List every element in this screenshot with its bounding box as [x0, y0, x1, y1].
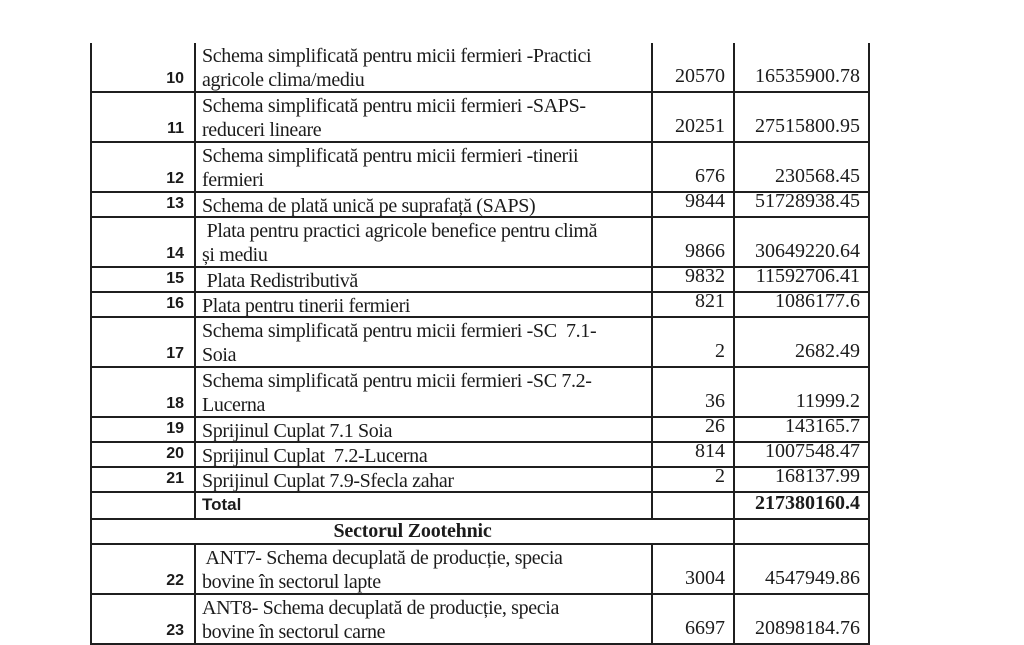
section-header-cell: Sectorul Zootehnic	[92, 520, 735, 543]
amount-cell: 30649220.64	[755, 240, 860, 262]
table-row-22: 22 ANT7- Schema decuplată de producție, …	[92, 545, 868, 595]
scheme-name-cell: Plata pentru tinerii fermieri	[196, 293, 653, 316]
count-cell: 20570	[653, 43, 735, 91]
scheme-name-cell: ANT8- Schema decuplată de producție, spe…	[196, 595, 653, 643]
scheme-name-cell: Schema de plată unică pe suprafață (SAPS…	[196, 193, 653, 216]
table-row-section-header: Sectorul Zootehnic	[92, 520, 868, 545]
row-number-cell: 21	[92, 468, 196, 491]
amount-cell: 143165.7	[785, 418, 860, 437]
scheme-name-cell: Schema simplificată pentru micii fermier…	[196, 368, 653, 416]
table-row-20: 20 Sprijinul Cuplat 7.2-Lucerna 814 1007…	[92, 443, 868, 468]
amount-cell: 20898184.76	[755, 617, 860, 639]
amount-cell: 16535900.78	[755, 65, 860, 87]
scheme-name-cell: Sprijinul Cuplat 7.2-Lucerna	[196, 443, 653, 466]
row-number-cell: 11	[92, 93, 196, 141]
row-number-cell: 10	[92, 43, 196, 91]
table-row-13: 13 Schema de plată unică pe suprafață (S…	[92, 193, 868, 218]
row-number-cell: 23	[92, 595, 196, 643]
row-number-cell: 22	[92, 545, 196, 593]
scheme-name-cell: Schema simplificată pentru micii fermier…	[196, 318, 653, 366]
table-row-17: 17 Schema simplificată pentru micii ferm…	[92, 318, 868, 368]
scheme-name-cell: Sprijinul Cuplat 7.9-Sfecla zahar	[196, 468, 653, 491]
table-row-18: 18 Schema simplificată pentru micii ferm…	[92, 368, 868, 418]
table-row-21: 21 Sprijinul Cuplat 7.9-Sfecla zahar 2 1…	[92, 468, 868, 493]
row-number-cell: 20	[92, 443, 196, 466]
table-row-10: 10 Schema simplificată pentru micii ferm…	[92, 43, 868, 93]
count-cell: 9844	[653, 193, 735, 216]
table-row-12: 12 Schema simplificată pentru micii ferm…	[92, 143, 868, 193]
amount-cell: 27515800.95	[755, 115, 860, 137]
count-cell: 2	[653, 468, 735, 491]
total-label-cell: Total	[196, 493, 653, 518]
row-number-cell: 18	[92, 368, 196, 416]
table-row-14: 14 Plata pentru practici agricole benefi…	[92, 218, 868, 268]
count-cell	[653, 493, 735, 518]
count-cell: 676	[653, 143, 735, 191]
scheme-name-cell: Plata pentru practici agricole benefice …	[196, 218, 653, 266]
total-amount-cell: 217380160.4	[755, 493, 860, 514]
amount-cell: 4547949.86	[765, 567, 860, 589]
table-row-23: 23 ANT8- Schema decuplată de producție, …	[92, 595, 868, 645]
amount-cell: 230568.45	[775, 165, 860, 187]
row-number-cell: 13	[92, 193, 196, 216]
scheme-name-cell: Schema simplificată pentru micii fermier…	[196, 93, 653, 141]
row-number-cell: 17	[92, 318, 196, 366]
amount-cell: 1007548.47	[765, 443, 860, 462]
count-cell: 26	[653, 418, 735, 441]
scheme-name-cell: Sprijinul Cuplat 7.1 Soia	[196, 418, 653, 441]
scheme-name-cell: Schema simplificată pentru micii fermier…	[196, 143, 653, 191]
count-cell: 20251	[653, 93, 735, 141]
row-number-cell: 19	[92, 418, 196, 441]
amount-cell: 1086177.6	[775, 293, 860, 312]
row-number-cell	[92, 493, 196, 518]
table-row-11: 11 Schema simplificată pentru micii ferm…	[92, 93, 868, 143]
row-number-cell: 16	[92, 293, 196, 316]
scheme-name-cell: Schema simplificată pentru micii fermier…	[196, 43, 653, 91]
table-row-total: Total 217380160.4	[92, 493, 868, 520]
amount-cell: 168137.99	[775, 468, 860, 487]
table-row-15: 15 Plata Redistributivă 9832 11592706.41	[92, 268, 868, 293]
table-row-16: 16 Plata pentru tinerii fermieri 821 108…	[92, 293, 868, 318]
count-cell: 2	[653, 318, 735, 366]
amount-cell: 11592706.41	[755, 268, 860, 287]
amount-cell: 2682.49	[795, 340, 860, 362]
scheme-name-cell: ANT7- Schema decuplată de producție, spe…	[196, 545, 653, 593]
scheme-name-cell: Plata Redistributivă	[196, 268, 653, 291]
count-cell: 9866	[653, 218, 735, 266]
count-cell: 821	[653, 293, 735, 316]
count-cell: 36	[653, 368, 735, 416]
count-cell: 3004	[653, 545, 735, 593]
amount-cell: 51728938.45	[755, 193, 860, 212]
table-row-19: 19 Sprijinul Cuplat 7.1 Soia 26 143165.7	[92, 418, 868, 443]
payments-table: 10 Schema simplificată pentru micii ferm…	[90, 43, 870, 645]
amount-cell	[735, 520, 868, 543]
row-number-cell: 12	[92, 143, 196, 191]
count-cell: 6697	[653, 595, 735, 643]
count-cell: 814	[653, 443, 735, 466]
row-number-cell: 14	[92, 218, 196, 266]
amount-cell: 11999.2	[795, 390, 860, 412]
count-cell: 9832	[653, 268, 735, 291]
row-number-cell: 15	[92, 268, 196, 291]
